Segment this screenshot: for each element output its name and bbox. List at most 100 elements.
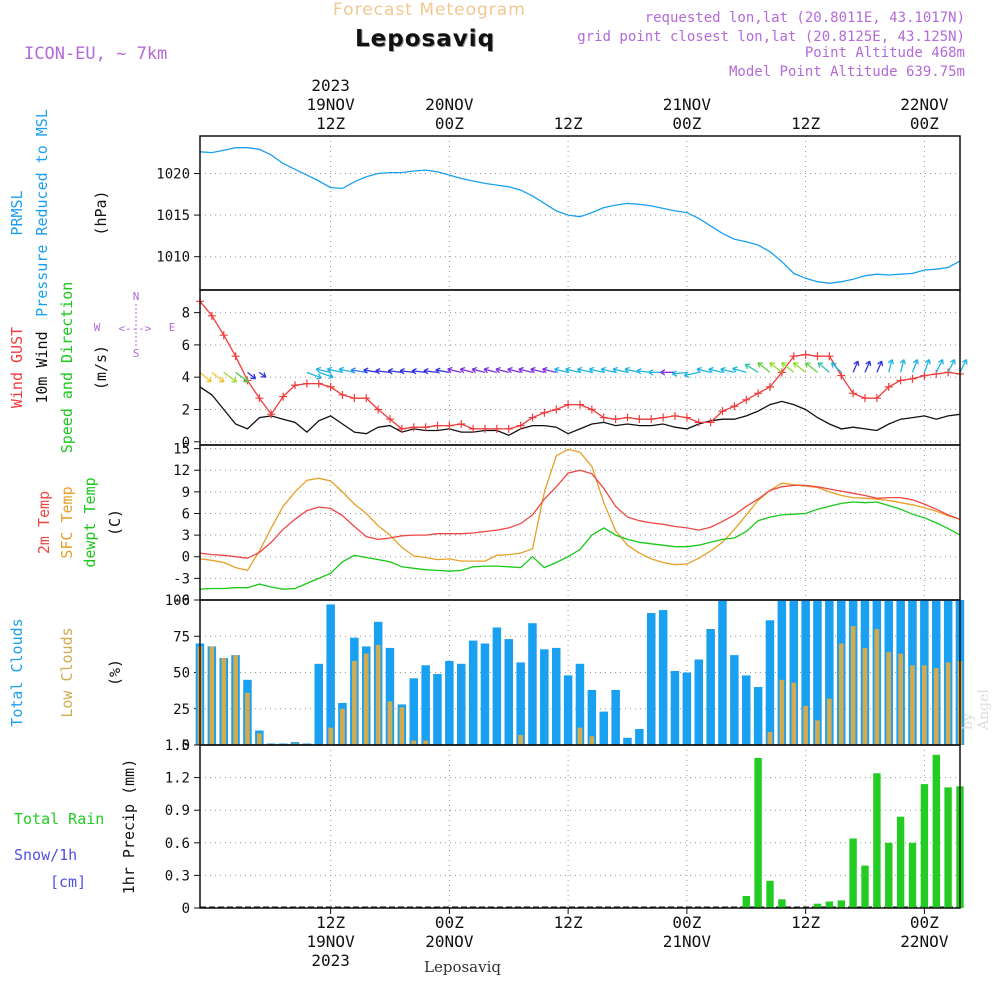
cloud-bar (421, 665, 430, 746)
wind-direction-arrow (732, 367, 747, 373)
wind-direction-arrow (899, 359, 905, 373)
gust-marker (516, 421, 525, 430)
cloud-bar (245, 692, 250, 745)
gust-marker (457, 420, 466, 429)
wind-direction-arrow (530, 368, 545, 373)
rain-bar (885, 842, 893, 908)
wind-arrow-head (899, 359, 907, 365)
forecast-subtitle: Forecast Meteogram (333, 0, 526, 20)
y-tick-label: 50 (173, 666, 190, 682)
cloud-bar (825, 600, 834, 745)
wind-direction-arrow (375, 370, 391, 373)
rain-bar (861, 865, 869, 908)
wind-arrow-head (720, 366, 726, 374)
gust-marker (611, 415, 620, 424)
wind-arrow-head (328, 372, 334, 379)
y-tick-label: 1010 (156, 250, 190, 266)
location-title: Leposaviq (355, 26, 496, 52)
y-tick-label: 6 (182, 506, 190, 522)
x-tick-label-top: 21NOV (663, 95, 712, 114)
wind-arrow-head (363, 367, 369, 374)
wind-direction-arrow (339, 368, 355, 373)
gust-marker (718, 407, 727, 416)
compass-west: W (94, 321, 101, 334)
rain-bar (754, 758, 762, 908)
model-label: ICON-EU, ~ 7km (24, 44, 168, 64)
rain-bar (873, 773, 881, 908)
wind-direction-arrow (495, 368, 509, 373)
wind-arrow-head (459, 366, 466, 374)
cloud-bar (528, 623, 537, 745)
cloud-bar (682, 672, 692, 745)
cloud-bar (516, 662, 525, 745)
gust-marker (219, 331, 228, 340)
wind-direction-arrow (672, 371, 687, 375)
wind-direction-arrow (565, 368, 581, 373)
cloud-bar (387, 701, 393, 745)
wind-arrow-head (218, 377, 225, 383)
rain-bar (908, 842, 917, 908)
wind-direction-arrow (852, 360, 859, 373)
gust-marker (386, 415, 394, 424)
gust-marker (777, 368, 786, 377)
cloud-bar (765, 620, 775, 745)
wind-arrow-head (938, 358, 944, 365)
cloud-bar (552, 647, 561, 745)
gust-marker (492, 424, 501, 433)
gust-marker (207, 311, 216, 320)
cloud-bar (385, 647, 395, 745)
wind-arrow-head (672, 370, 678, 377)
cloud-bar (587, 689, 597, 745)
pressure-axis-label: Pressure Reduced to MSL (33, 109, 51, 317)
wind-arrow-head (696, 366, 702, 374)
y-tick-label: 1.5 (165, 738, 190, 754)
wind-arrow-head (495, 366, 501, 374)
wind-arrow-head (471, 366, 478, 374)
gust-marker (362, 394, 371, 403)
cloud-bar (791, 682, 797, 745)
precip-legend-label: Total Rain (14, 810, 104, 828)
wind-arrow-head (887, 359, 895, 365)
wind-direction-arrow (247, 371, 256, 380)
wind-arrow-head (542, 366, 548, 374)
cloud-bar (611, 689, 620, 745)
wind-direction-arrow (947, 359, 956, 373)
temperature-axis-label: dewpt Temp (81, 477, 99, 567)
wind-axis-label: 10m Wind (33, 331, 51, 403)
wind-direction-arrow (888, 359, 893, 373)
wind-arrow-head (350, 367, 356, 374)
wind-direction-arrow (460, 368, 474, 373)
point-altitude: Point Altitude 468m (804, 45, 965, 61)
gust-marker (445, 421, 454, 430)
wind-arrow-head (781, 362, 787, 368)
wind-direction-arrow (447, 368, 462, 373)
series-line (199, 448, 961, 572)
cloud-bar (423, 740, 428, 745)
cloud-bar (789, 600, 798, 745)
wind-direction-arrow (935, 359, 944, 373)
cloud-bar (898, 653, 903, 745)
rain-bar (932, 754, 940, 908)
gust-marker (374, 405, 383, 414)
pressure-axis-label: (hPa) (92, 190, 110, 235)
wind-arrow-head (924, 359, 931, 365)
wind-arrow-head (530, 366, 536, 374)
cloud-bar (363, 653, 369, 745)
cloud-bar (647, 613, 656, 745)
wind-arrow-head (423, 367, 429, 375)
temperature-axis-label: 2m Temp (35, 491, 53, 554)
cloud-bar (540, 649, 549, 745)
gust-marker (279, 392, 288, 401)
wind-direction-arrow (744, 363, 759, 373)
clouds-axis-label: Total Clouds (8, 618, 26, 726)
wind-direction-arrow (327, 368, 343, 373)
x-tick-label-bottom: 12Z (316, 913, 345, 932)
precip-frame (199, 744, 961, 909)
cloud-bar (352, 660, 357, 745)
wind-direction-arrow (959, 359, 967, 373)
gust-marker (481, 424, 489, 433)
gust-marker (469, 424, 478, 433)
cloud-bar (575, 663, 585, 745)
rain-bar (896, 816, 905, 908)
gust-marker (552, 405, 561, 414)
